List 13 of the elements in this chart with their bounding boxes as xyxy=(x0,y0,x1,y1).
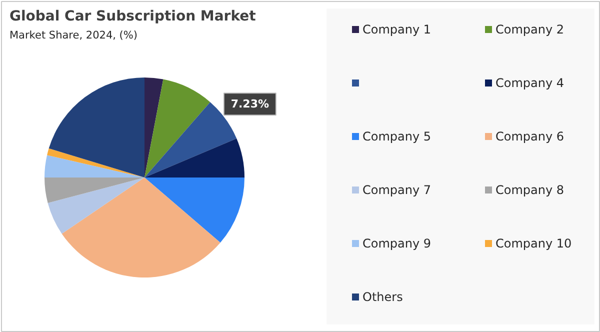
data-label: 7.23% xyxy=(230,98,270,111)
text: Market Share, 2024, (%) xyxy=(10,30,138,42)
legend-label: Company 1 xyxy=(362,22,432,36)
legend-label: Others xyxy=(362,290,403,304)
legend-label: Company 10 xyxy=(496,236,572,250)
legend-label: Company 6 xyxy=(496,130,564,144)
legend-label: Company 5 xyxy=(362,130,432,144)
legend-label: Company 9 xyxy=(362,236,432,250)
legend-label: Company 4 xyxy=(496,76,564,90)
legend-label: Company 7 xyxy=(362,183,432,197)
chart-title: Global Car Subscription Market xyxy=(10,8,256,24)
legend-label: Company 2 xyxy=(496,22,564,36)
legend-label: Company 8 xyxy=(496,183,564,197)
